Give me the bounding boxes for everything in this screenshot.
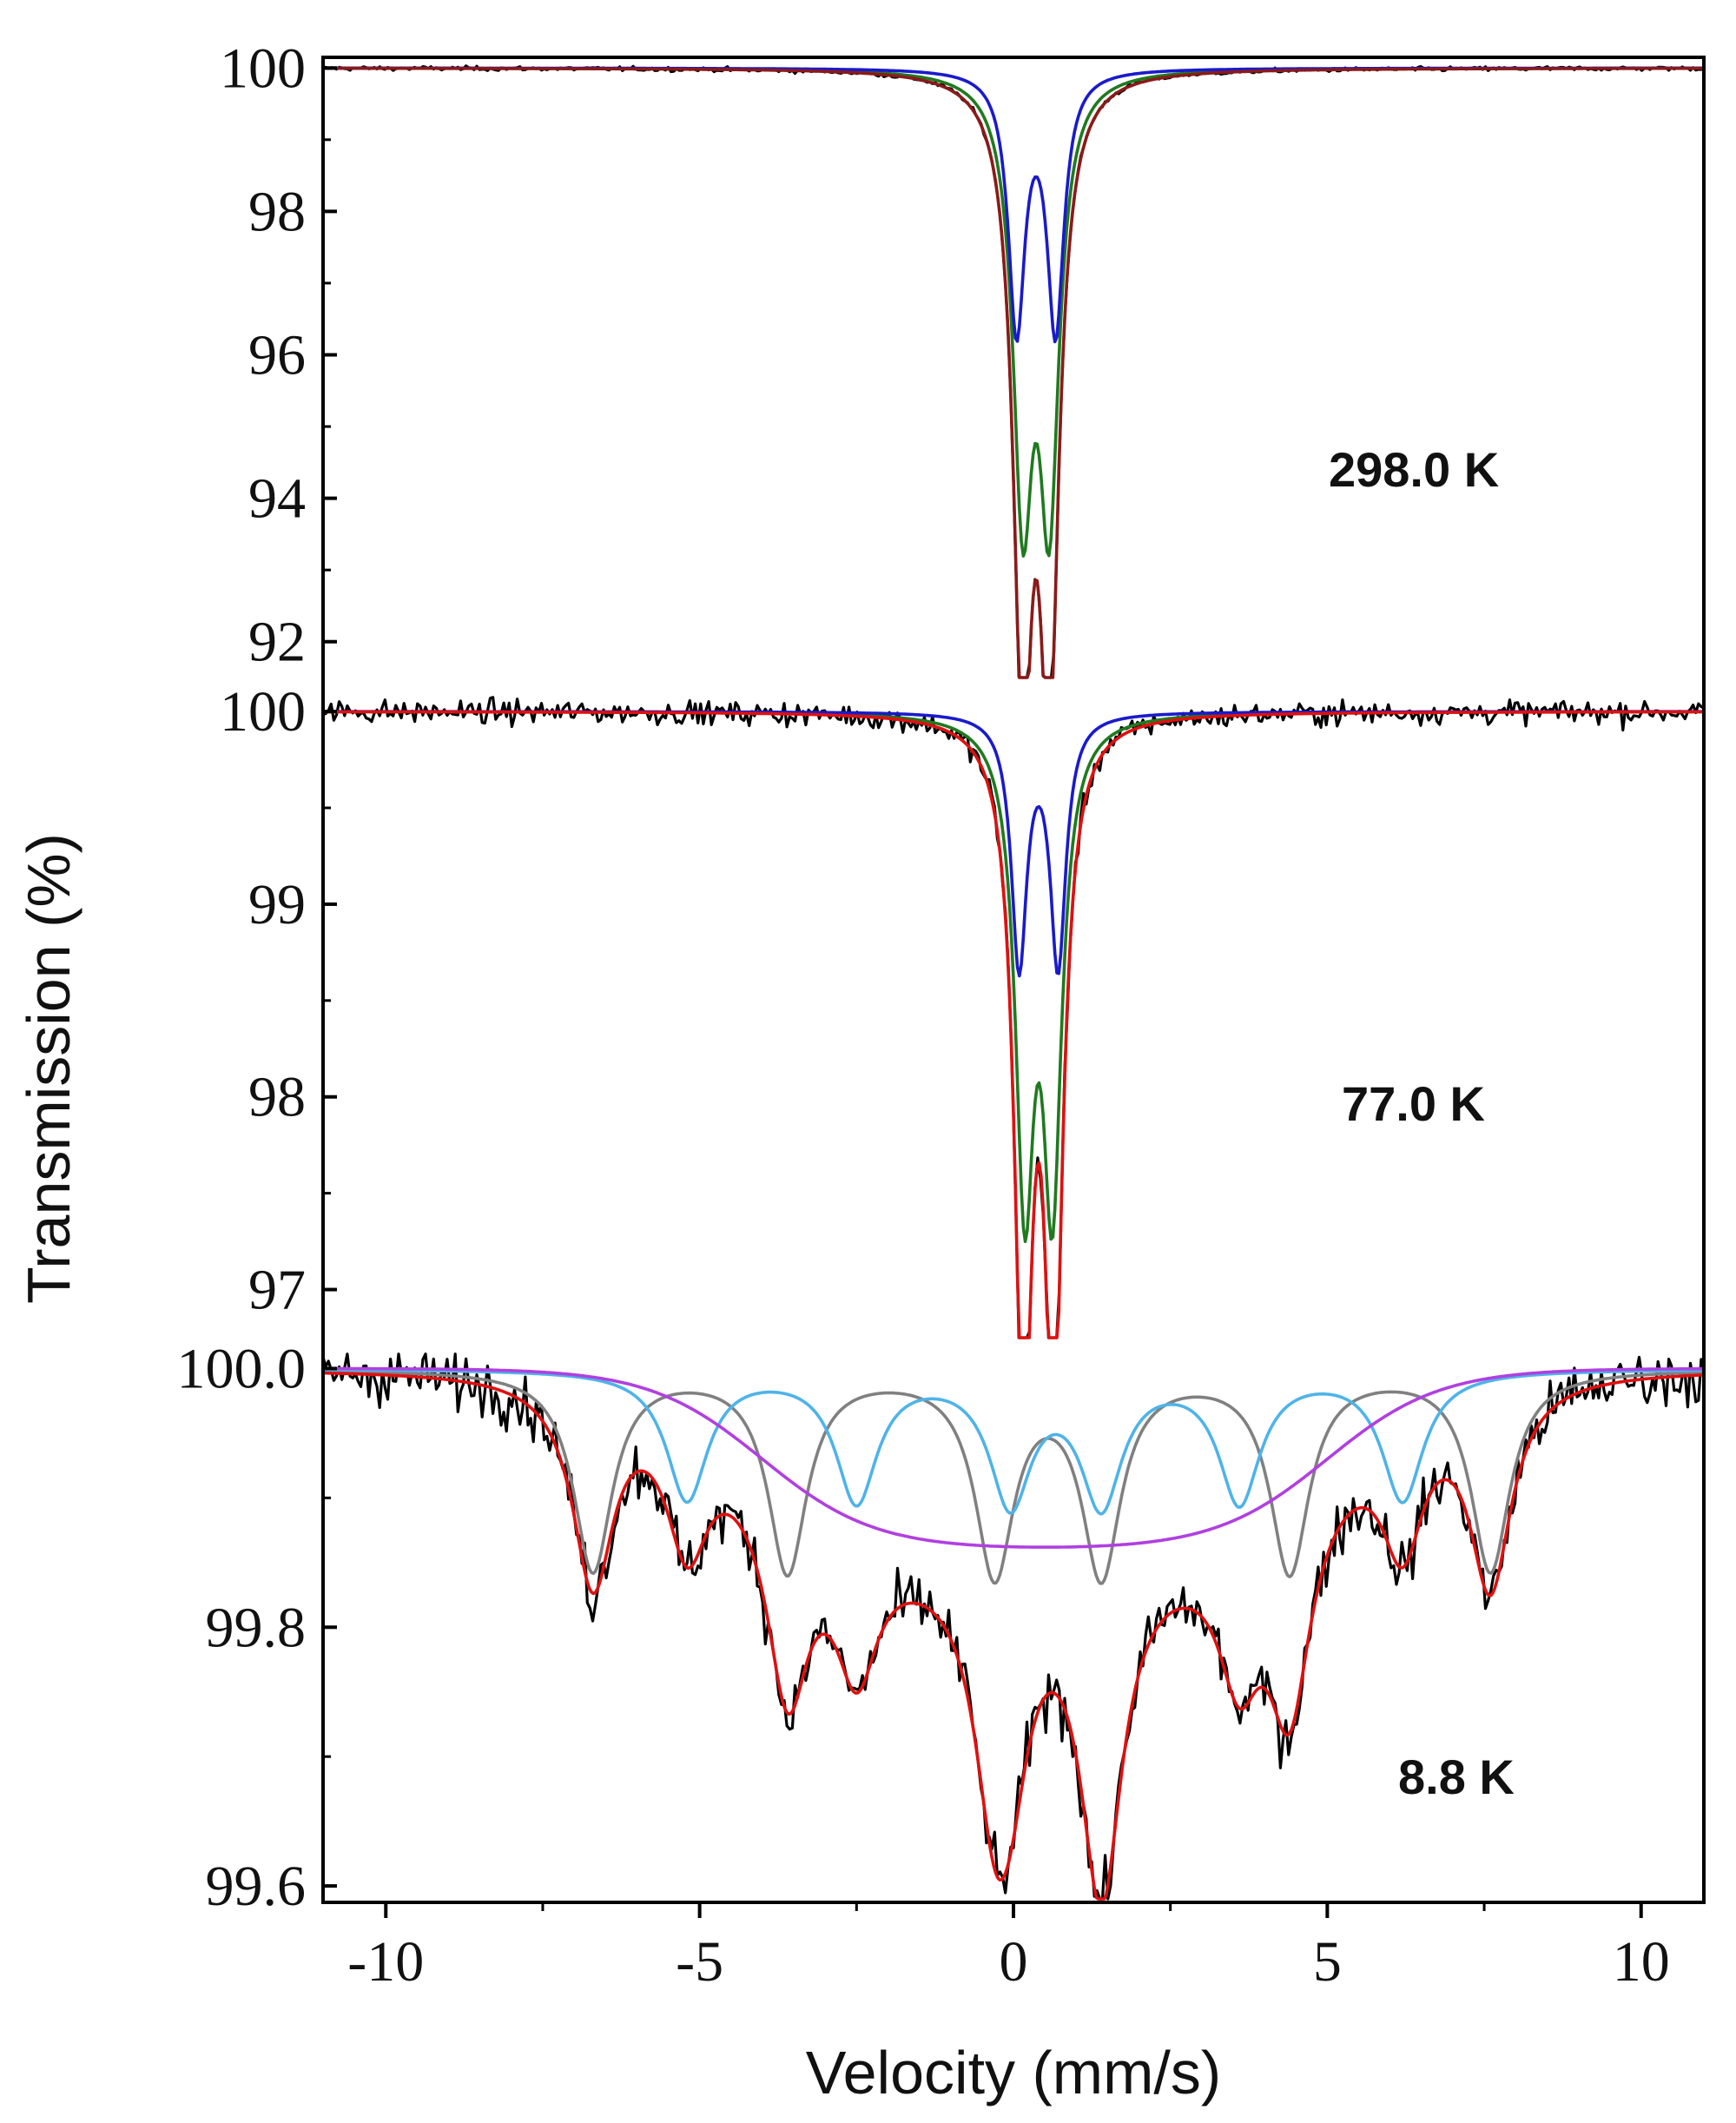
y-tick-label: 100 bbox=[220, 680, 306, 744]
y-tick-label: 99 bbox=[248, 873, 306, 936]
temp-label-77K: 77.0 K bbox=[1342, 1076, 1485, 1131]
series-total-fit-line bbox=[323, 1371, 1705, 1901]
panel-298K bbox=[322, 64, 1705, 679]
y-tick-label: 98 bbox=[248, 1066, 306, 1129]
y-tick-label: 97 bbox=[248, 1259, 306, 1322]
x-tick-label: 5 bbox=[1313, 1930, 1342, 1994]
x-tick-label: 10 bbox=[1613, 1930, 1670, 1994]
y-tick-label: 94 bbox=[248, 467, 306, 531]
x-ticks: -10 -5 0 5 10 bbox=[347, 1902, 1670, 1994]
y-tick-label: 99.8 bbox=[206, 1596, 307, 1659]
y-tick-label: 92 bbox=[248, 611, 306, 674]
series-total-fit-line bbox=[323, 710, 1704, 1339]
temp-label-298K: 298.0 K bbox=[1329, 442, 1499, 497]
plot-frame bbox=[321, 56, 1706, 1904]
series-relaxation-component-line bbox=[323, 1366, 1704, 1549]
series-sextet-1-line bbox=[323, 1369, 1705, 1585]
x-tick-label: -5 bbox=[676, 1930, 723, 1994]
x-tick-label: 0 bbox=[1000, 1930, 1028, 1994]
y-tick-label: 100.0 bbox=[177, 1337, 307, 1400]
x-axis-title: Velocity (mm/s) bbox=[806, 2039, 1221, 2106]
y-axis-title: Transmission (%) bbox=[15, 833, 83, 1304]
y-tick-label: 98 bbox=[248, 180, 306, 243]
panel-77K bbox=[322, 696, 1705, 1339]
temp-label-8-8K: 8.8 K bbox=[1398, 1749, 1515, 1804]
y-tick-label: 96 bbox=[248, 323, 306, 387]
y-tick-label: 100 bbox=[220, 36, 306, 100]
panel-8-8K bbox=[321, 1353, 1705, 1901]
y-tick-label: 99.6 bbox=[206, 1855, 307, 1918]
series-total-fit-line bbox=[323, 66, 1704, 679]
x-tick-label: -10 bbox=[347, 1930, 424, 1994]
series-sextet-2-line bbox=[323, 1368, 1704, 1516]
y-ticks: 92 94 96 98 100 97 98 99 100 99.6 99.8 100.0 bbox=[177, 36, 337, 1918]
